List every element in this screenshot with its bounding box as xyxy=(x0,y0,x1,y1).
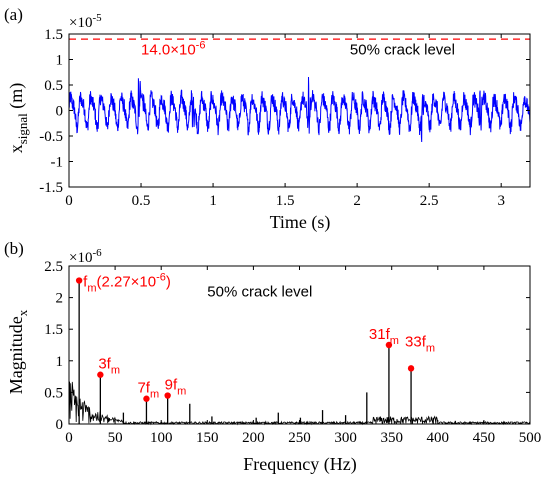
panel-a-signal-layer xyxy=(68,76,531,143)
panel-b-harmonic-label-main: 31f xyxy=(369,326,391,343)
panel-b-y-axis: 0 0.5 1 1.5 2 2.5 xyxy=(44,259,530,433)
panel-b-harmonic-label: 7fm xyxy=(137,380,159,401)
panel-b-x-tick-label: 450 xyxy=(473,430,496,446)
panel-a-y-scale-exponent: -5 xyxy=(92,12,102,24)
panel-a-signal-line xyxy=(68,76,531,143)
panel-a-y-tick-label: -1 xyxy=(51,155,64,171)
panel-b-y-axis-label: Magnitudex xyxy=(6,309,30,394)
panel-a: (a) ×10-5 0 0.5 1 1.5 2 2.5 3 -1.5 -1 -0.5 0 0.5 1 1… xyxy=(4,5,531,233)
panel-b-harmonic-marker xyxy=(407,365,415,372)
panel-b-y-tick-label: 1 xyxy=(56,354,64,370)
panel-a-x-tick-label: 1 xyxy=(209,193,217,209)
panel-b-x-tick-label: 200 xyxy=(242,430,265,446)
panel-a-crack-level-label: 50% crack level xyxy=(350,41,455,58)
panel-b-harmonic-label: fm(2.27×10-6) xyxy=(83,272,171,295)
panel-a-x-tick-label: 0.5 xyxy=(132,193,151,209)
panel-a-y-scale: ×10-5 xyxy=(69,12,102,31)
panel-a-x-tick-label: 0 xyxy=(65,193,73,209)
panel-a-y-tick-label: -1.5 xyxy=(39,180,63,196)
panel-b-y-scale-exponent: -6 xyxy=(92,247,102,259)
panel-b-x-tick-label: 250 xyxy=(288,430,311,446)
panel-a-x-tick-label: 2.5 xyxy=(420,193,439,209)
panel-b-harmonic-label-main: f xyxy=(83,274,88,291)
panel-b-harmonic-label-sub: m xyxy=(390,335,399,347)
panel-b-harmonic-label-sub: m xyxy=(111,365,120,377)
panel-b-y-scale-base: ×10 xyxy=(69,250,92,266)
panel-b-harmonic-label: 9fm xyxy=(165,377,187,398)
panel-b-y-tick-label: 2.5 xyxy=(44,259,63,275)
panel-b-y-label-main: Magnitude xyxy=(6,316,26,394)
panel-b-x-tick-label: 100 xyxy=(150,430,173,446)
panel-b-y-tick-label: 2 xyxy=(56,291,64,307)
panel-a-peak-annotation-exponent: -6 xyxy=(196,39,206,51)
panel-a-x-tick-label: 2 xyxy=(353,193,361,209)
panel-b-x-tick-label: 350 xyxy=(380,430,403,446)
panel-a-x-axis: 0 0.5 1 1.5 2 2.5 3 xyxy=(65,34,505,209)
panel-a-peak-annotation-text: 14.0×10 xyxy=(141,41,196,58)
panel-a-x-axis-label: Time (s) xyxy=(270,212,331,233)
panel-a-x-tick-label: 1.5 xyxy=(276,193,295,209)
panel-b-harmonic-label-suffix-end: ) xyxy=(166,274,171,291)
panel-b-harmonic-label-main: 3f xyxy=(98,356,111,373)
panel-a-y-scale-base: ×10 xyxy=(69,15,92,31)
panel-b-harmonic-label-main: 7f xyxy=(137,380,150,397)
panel-b-label: (b) xyxy=(4,239,24,258)
panel-a-y-tick-label: 0.5 xyxy=(44,78,63,94)
panel-b-x-tick-label: 150 xyxy=(196,430,219,446)
panel-a-y-axis-label: xsignal (m) xyxy=(6,83,30,154)
panel-b-harmonic-label: 33fm xyxy=(405,333,435,354)
panel-b-harmonic-label-sub: m xyxy=(150,389,159,401)
panel-b-x-tick-label: 50 xyxy=(108,430,123,446)
panel-b-harmonic-label-main: 9f xyxy=(165,377,178,394)
panel-b-y-tick-label: 0.5 xyxy=(44,385,63,401)
panel-b-y-tick-label: 1.5 xyxy=(44,322,63,338)
panel-b-harmonic-label: 31fm xyxy=(369,326,399,347)
panel-b-harmonic-label: 3fm xyxy=(98,356,120,377)
panel-b-harmonic-label-exponent: -6 xyxy=(156,272,166,284)
panel-b-harmonic-marker xyxy=(97,371,104,378)
panel-b-harmonic-label-sub: m xyxy=(426,342,435,354)
panel-a-x-tick-label: 3 xyxy=(497,193,505,209)
panel-a-y-label-sub: signal xyxy=(15,113,30,144)
panel-b-harmonic-label-sub: m xyxy=(177,386,186,398)
panel-b-x-axis-label: Frequency (Hz) xyxy=(243,454,356,475)
panel-b-y-tick-label: 0 xyxy=(56,417,64,433)
panel-a-y-tick-label: 0 xyxy=(56,104,64,120)
panel-b-harmonic-marker xyxy=(75,277,83,284)
panel-b-crack-level-label: 50% crack level xyxy=(207,283,312,300)
panel-b: (b) ×10-6 0 50 100 150 200 250 300 350 400 450 500… xyxy=(4,239,541,475)
panel-b-x-tick-label: 400 xyxy=(427,430,450,446)
panel-a-label: (a) xyxy=(4,5,23,24)
panel-b-y-scale: ×10-6 xyxy=(69,247,102,266)
panel-a-peak-annotation: 14.0×10-6 xyxy=(141,39,205,58)
panel-b-y-label-sub: x xyxy=(15,309,30,316)
panel-b-harmonic-label-main: 33f xyxy=(405,333,427,350)
panel-a-y-tick-label: 1.5 xyxy=(44,27,63,43)
panel-b-x-axis: 0 50 100 150 200 250 300 350 400 450 500 xyxy=(65,266,541,446)
panel-a-y-tick-label: -0.5 xyxy=(39,129,63,145)
panel-b-harmonic-marker xyxy=(385,341,393,349)
panel-b-harmonic-marker xyxy=(164,392,171,399)
panel-a-y-label-main: x xyxy=(6,144,26,153)
panel-b-x-tick-label: 500 xyxy=(519,430,542,446)
panel-a-y-axis: -1.5 -1 -0.5 0 0.5 1 1.5 xyxy=(39,27,530,196)
panel-a-y-label-unit: (m) xyxy=(6,83,27,114)
panel-b-x-tick-label: 0 xyxy=(65,430,73,446)
panel-b-harmonic-marker xyxy=(143,395,150,402)
panel-b-harmonic-label-sub: m xyxy=(87,283,96,295)
panel-b-harmonic-label-suffix: (2.27×10 xyxy=(96,274,156,291)
panel-b-x-tick-label: 300 xyxy=(334,430,357,446)
panel-a-y-tick-label: 1 xyxy=(56,53,64,69)
